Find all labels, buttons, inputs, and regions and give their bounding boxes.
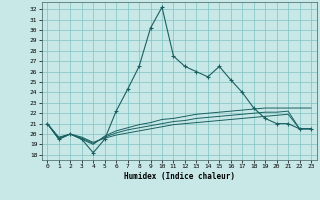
X-axis label: Humidex (Indice chaleur): Humidex (Indice chaleur) — [124, 172, 235, 181]
